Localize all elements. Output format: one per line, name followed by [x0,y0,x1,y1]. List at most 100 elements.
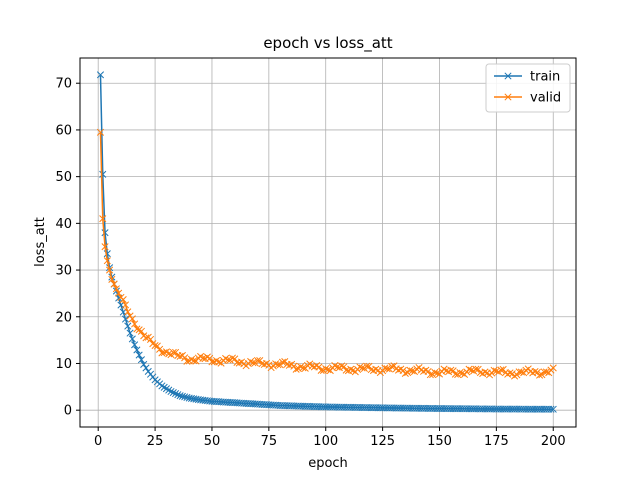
data-point-valid [292,365,300,373]
data-point-valid [142,334,150,342]
data-point-train [174,391,182,399]
data-point-valid [156,345,164,353]
data-point-train [128,335,136,343]
data-point-valid [146,335,155,343]
data-point-valid [458,369,466,377]
data-point-train [181,393,189,401]
data-point-valid [465,365,473,373]
data-point-valid [110,280,118,288]
data-point-valid [383,365,391,373]
data-point-valid [324,366,332,374]
data-point-valid [224,356,232,364]
y-tick-label: 40 [55,217,72,232]
data-point-valid [549,364,557,372]
legend-item-valid: valid [494,91,561,106]
data-point-valid [449,367,457,375]
data-point-valid [290,362,298,370]
data-point-train [124,322,132,330]
chart-title: epoch vs loss_att [263,34,392,53]
legend-label: train [530,70,560,85]
data-point-valid [274,361,282,369]
data-point-valid [536,371,544,379]
series-line-valid [99,132,554,378]
data-point-valid [103,257,111,265]
data-point-valid [190,357,198,365]
x-axis-label: epoch [308,456,348,471]
data-point-valid [381,364,389,372]
data-point-valid [158,349,166,357]
data-point-valid [467,366,475,374]
data-point-valid [115,289,123,297]
data-point-valid [99,215,107,223]
series-valid [96,128,557,380]
data-point-valid [206,354,214,363]
data-point-valid [247,357,255,366]
data-point-valid [169,348,177,356]
data-point-valid [401,369,409,378]
y-axis-label: loss_att [33,217,48,267]
data-point-train [131,341,139,349]
data-point-valid [347,365,355,373]
data-point-valid [408,367,416,375]
data-point-valid [481,368,489,376]
data-point-valid [272,360,280,368]
data-point-valid [490,366,498,374]
x-tick-label: 175 [484,434,509,449]
data-point-valid [492,367,500,375]
data-point-valid [517,368,525,376]
legend-marker [504,72,512,80]
data-point-valid [124,308,132,316]
data-point-valid [253,356,262,365]
data-point-train [140,360,148,368]
series-layer [96,71,557,413]
legend-item-train: train [494,70,560,85]
data-point-train [549,405,557,413]
data-point-train [178,392,186,400]
x-tick-label: 0 [94,434,102,449]
data-point-valid [363,362,371,370]
data-point-train [96,71,105,79]
data-point-valid [176,352,184,360]
y-tick-label: 50 [55,170,72,185]
data-point-valid [451,370,459,378]
data-point-valid [153,342,161,350]
data-point-valid [112,285,120,293]
data-point-valid [183,357,191,365]
data-point-valid [431,368,439,377]
data-point-valid [506,369,514,377]
data-point-train [133,346,141,354]
data-point-valid [299,364,307,372]
x-tick-label: 150 [427,434,452,449]
data-point-valid [322,365,330,373]
data-point-valid [531,368,539,376]
y-tick-label: 60 [55,123,72,138]
data-point-valid [208,358,216,366]
data-point-valid [215,358,223,366]
y-tick-label: 10 [55,357,72,372]
data-point-valid [424,367,432,376]
y-ticks: 0 10 20 30 40 50 60 70 [55,77,80,419]
data-point-valid [372,365,380,373]
grid-lines [80,58,576,427]
series-line-train [99,74,554,410]
data-point-valid [388,362,396,371]
data-point-valid [108,275,116,283]
y-tick-label: 30 [55,264,72,279]
data-point-valid [137,327,145,335]
data-point-valid [181,354,189,362]
data-point-valid [101,243,109,251]
data-point-train [172,390,180,398]
data-point-train [99,170,107,178]
x-tick-label: 125 [370,434,395,449]
data-point-valid [349,366,357,374]
data-point-train [142,364,150,372]
data-point-valid [106,266,114,274]
data-point-valid [96,128,105,136]
y-tick-label: 0 [64,404,72,419]
data-point-valid [133,325,141,333]
data-point-train [167,387,175,396]
data-point-valid [199,354,207,362]
data-point-valid [128,315,136,323]
y-tick-label: 70 [55,77,72,92]
